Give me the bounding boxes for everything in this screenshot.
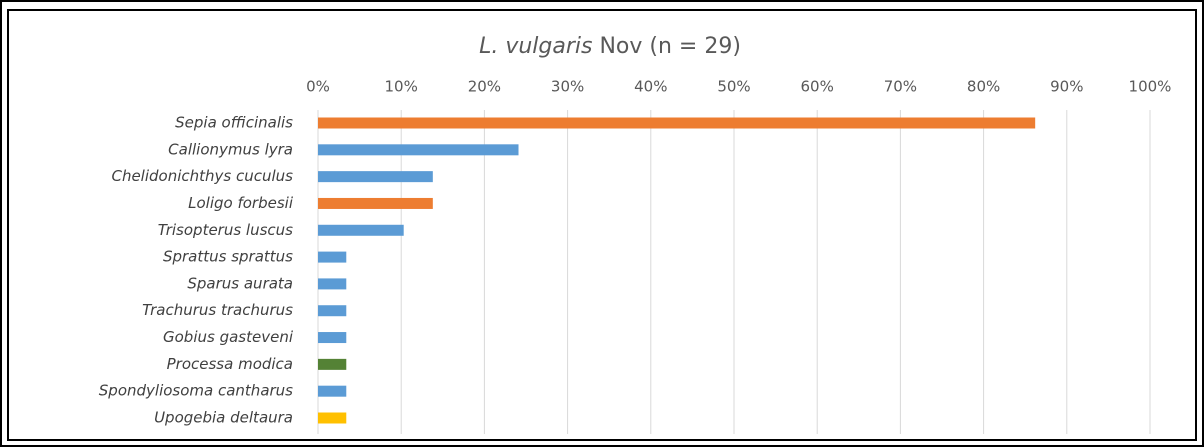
chart-title: L. vulgaris Nov (n = 29) (479, 34, 741, 59)
y-tick-label: Chelidonichthys cuculus (111, 167, 293, 185)
bar (318, 171, 433, 183)
y-tick-label: Sprattus sprattus (163, 248, 293, 266)
bar (318, 305, 347, 317)
bar (318, 251, 347, 263)
y-tick-label: Trisopterus luscus (158, 221, 293, 239)
y-tick-label: Loligo forbesii (188, 194, 294, 212)
bar (318, 278, 347, 290)
x-tick-label: 50% (717, 78, 750, 96)
x-tick-label: 90% (1050, 78, 1083, 96)
bar (318, 197, 433, 209)
x-tick-label: 20% (468, 78, 501, 96)
y-tick-label: Trachurus trachurus (142, 301, 293, 319)
y-tick-label: Sepia officinalis (175, 114, 293, 132)
x-tick-label: 60% (801, 78, 834, 96)
y-tick-label: Processa modica (167, 355, 293, 373)
bar (318, 385, 347, 397)
x-tick-label: 0% (306, 78, 330, 96)
y-tick-label: Spondyliosoma cantharus (99, 382, 293, 400)
x-tick-label: 70% (884, 78, 917, 96)
y-tick-label: Sparus aurata (187, 274, 293, 292)
bar (318, 144, 519, 156)
x-tick-label: 30% (551, 78, 584, 96)
bar (318, 117, 1036, 129)
x-tick-label: 100% (1129, 78, 1172, 96)
y-tick-label: Gobius gasteveni (163, 328, 294, 346)
bar (318, 332, 347, 344)
bar (318, 358, 347, 370)
title-italic: L. vulgaris (479, 34, 592, 59)
bar (318, 224, 404, 236)
y-tick-label: Callionymus lyra (168, 140, 293, 158)
bar (318, 412, 347, 424)
title-rest: Nov (n = 29) (599, 34, 740, 59)
y-tick-label: Upogebia deltaura (154, 409, 293, 427)
chart-frame (7, 9, 1197, 441)
x-tick-label: 80% (967, 78, 1000, 96)
x-tick-label: 10% (385, 78, 418, 96)
x-tick-label: 40% (634, 78, 667, 96)
